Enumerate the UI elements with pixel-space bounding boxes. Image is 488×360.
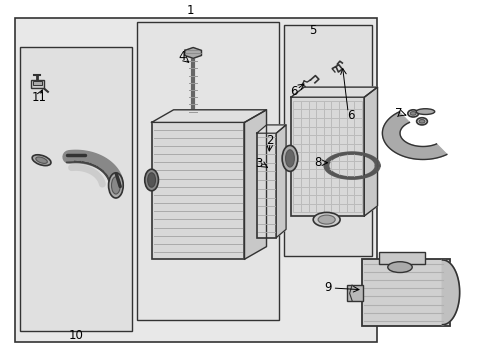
Ellipse shape <box>36 157 47 163</box>
Ellipse shape <box>108 173 123 198</box>
Polygon shape <box>256 125 285 133</box>
Polygon shape <box>184 48 201 58</box>
Bar <box>33 81 41 85</box>
Bar <box>137 22 278 320</box>
Ellipse shape <box>317 215 335 224</box>
Text: 8: 8 <box>313 156 321 169</box>
Text: 4: 4 <box>178 50 185 63</box>
Text: 3: 3 <box>255 157 263 170</box>
Ellipse shape <box>407 110 418 117</box>
Text: 6: 6 <box>346 109 354 122</box>
Bar <box>151 122 244 259</box>
Bar <box>15 18 376 342</box>
Bar <box>31 80 44 88</box>
Bar <box>283 25 371 256</box>
Ellipse shape <box>387 262 411 273</box>
Text: 9: 9 <box>323 281 331 294</box>
Text: 1: 1 <box>186 4 194 17</box>
Bar <box>20 47 132 331</box>
Bar <box>290 97 364 216</box>
Text: 11: 11 <box>32 91 46 104</box>
Ellipse shape <box>285 150 294 167</box>
Text: 10: 10 <box>68 329 83 342</box>
Ellipse shape <box>144 169 158 191</box>
Ellipse shape <box>111 177 120 194</box>
Ellipse shape <box>416 118 427 125</box>
Polygon shape <box>364 87 377 216</box>
Bar <box>346 285 362 301</box>
Text: 5: 5 <box>308 24 316 37</box>
Text: 2: 2 <box>265 134 273 147</box>
Bar <box>256 133 276 238</box>
Ellipse shape <box>418 120 424 123</box>
Polygon shape <box>442 259 459 326</box>
Ellipse shape <box>415 109 434 114</box>
Text: 6: 6 <box>289 85 297 98</box>
Ellipse shape <box>313 212 340 227</box>
Polygon shape <box>276 125 285 238</box>
Ellipse shape <box>32 155 51 166</box>
Polygon shape <box>382 112 446 159</box>
Ellipse shape <box>282 145 297 171</box>
Text: 7: 7 <box>394 107 402 120</box>
Ellipse shape <box>147 173 155 187</box>
Ellipse shape <box>409 112 415 115</box>
Bar <box>361 259 449 326</box>
Polygon shape <box>151 110 266 122</box>
Polygon shape <box>290 87 377 97</box>
Bar <box>378 252 425 264</box>
Polygon shape <box>244 110 266 259</box>
